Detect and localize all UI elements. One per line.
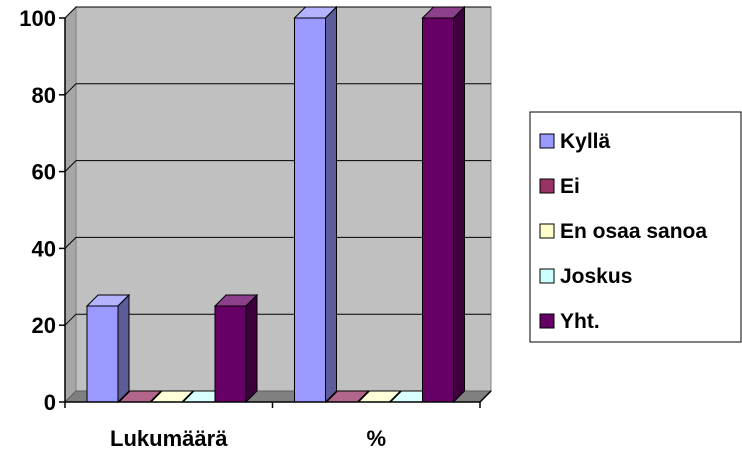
bar-yht--0 bbox=[213, 293, 259, 404]
legend-item: Joskus bbox=[539, 265, 632, 288]
legend-swatch bbox=[539, 178, 555, 194]
y-tick-label: 40 bbox=[32, 236, 56, 261]
legend-item: Ei bbox=[539, 175, 580, 198]
plot-back-wall bbox=[75, 6, 492, 392]
legend-label: Kyllä bbox=[560, 130, 611, 153]
legend-swatch bbox=[539, 223, 555, 239]
y-tick-label: 80 bbox=[32, 83, 56, 108]
legend-item: Kyllä bbox=[539, 130, 611, 153]
legend-item: Yht. bbox=[539, 310, 600, 333]
gridline bbox=[64, 6, 491, 19]
gridline bbox=[64, 236, 491, 249]
legend-swatch bbox=[539, 268, 555, 284]
y-tick-label: 20 bbox=[32, 313, 56, 338]
bar-kyllä-1 bbox=[293, 5, 338, 404]
legend-swatch bbox=[539, 313, 555, 329]
gridline bbox=[64, 83, 491, 96]
gridline bbox=[64, 313, 491, 326]
legend-label: Yht. bbox=[560, 310, 600, 333]
x-tick-label: % bbox=[366, 426, 386, 451]
y-tick-label: 0 bbox=[44, 390, 56, 415]
legend: Kyllä Ei En osaa sanoa Joskus Yht. bbox=[529, 111, 742, 343]
axes: 0 20 40 60 80 100 Lukumäärä% bbox=[19, 6, 492, 451]
y-tick-label: 100 bbox=[19, 6, 56, 31]
legend-box bbox=[529, 111, 742, 343]
legend-label: En osaa sanoa bbox=[560, 220, 707, 243]
bars bbox=[85, 5, 466, 404]
legend-item: En osaa sanoa bbox=[539, 220, 707, 243]
legend-label: Joskus bbox=[560, 265, 632, 288]
y-tick-label: 60 bbox=[32, 160, 56, 185]
plot-side-wall bbox=[64, 5, 77, 404]
bar-yht--1 bbox=[421, 5, 466, 404]
bar-kyllä-0 bbox=[85, 293, 131, 404]
gridline bbox=[64, 160, 491, 172]
legend-label: Ei bbox=[560, 175, 580, 198]
floor-edge bbox=[479, 390, 492, 403]
x-tick-label: Lukumäärä bbox=[110, 426, 228, 451]
legend-swatch bbox=[539, 133, 555, 149]
plot-area bbox=[63, 5, 493, 404]
